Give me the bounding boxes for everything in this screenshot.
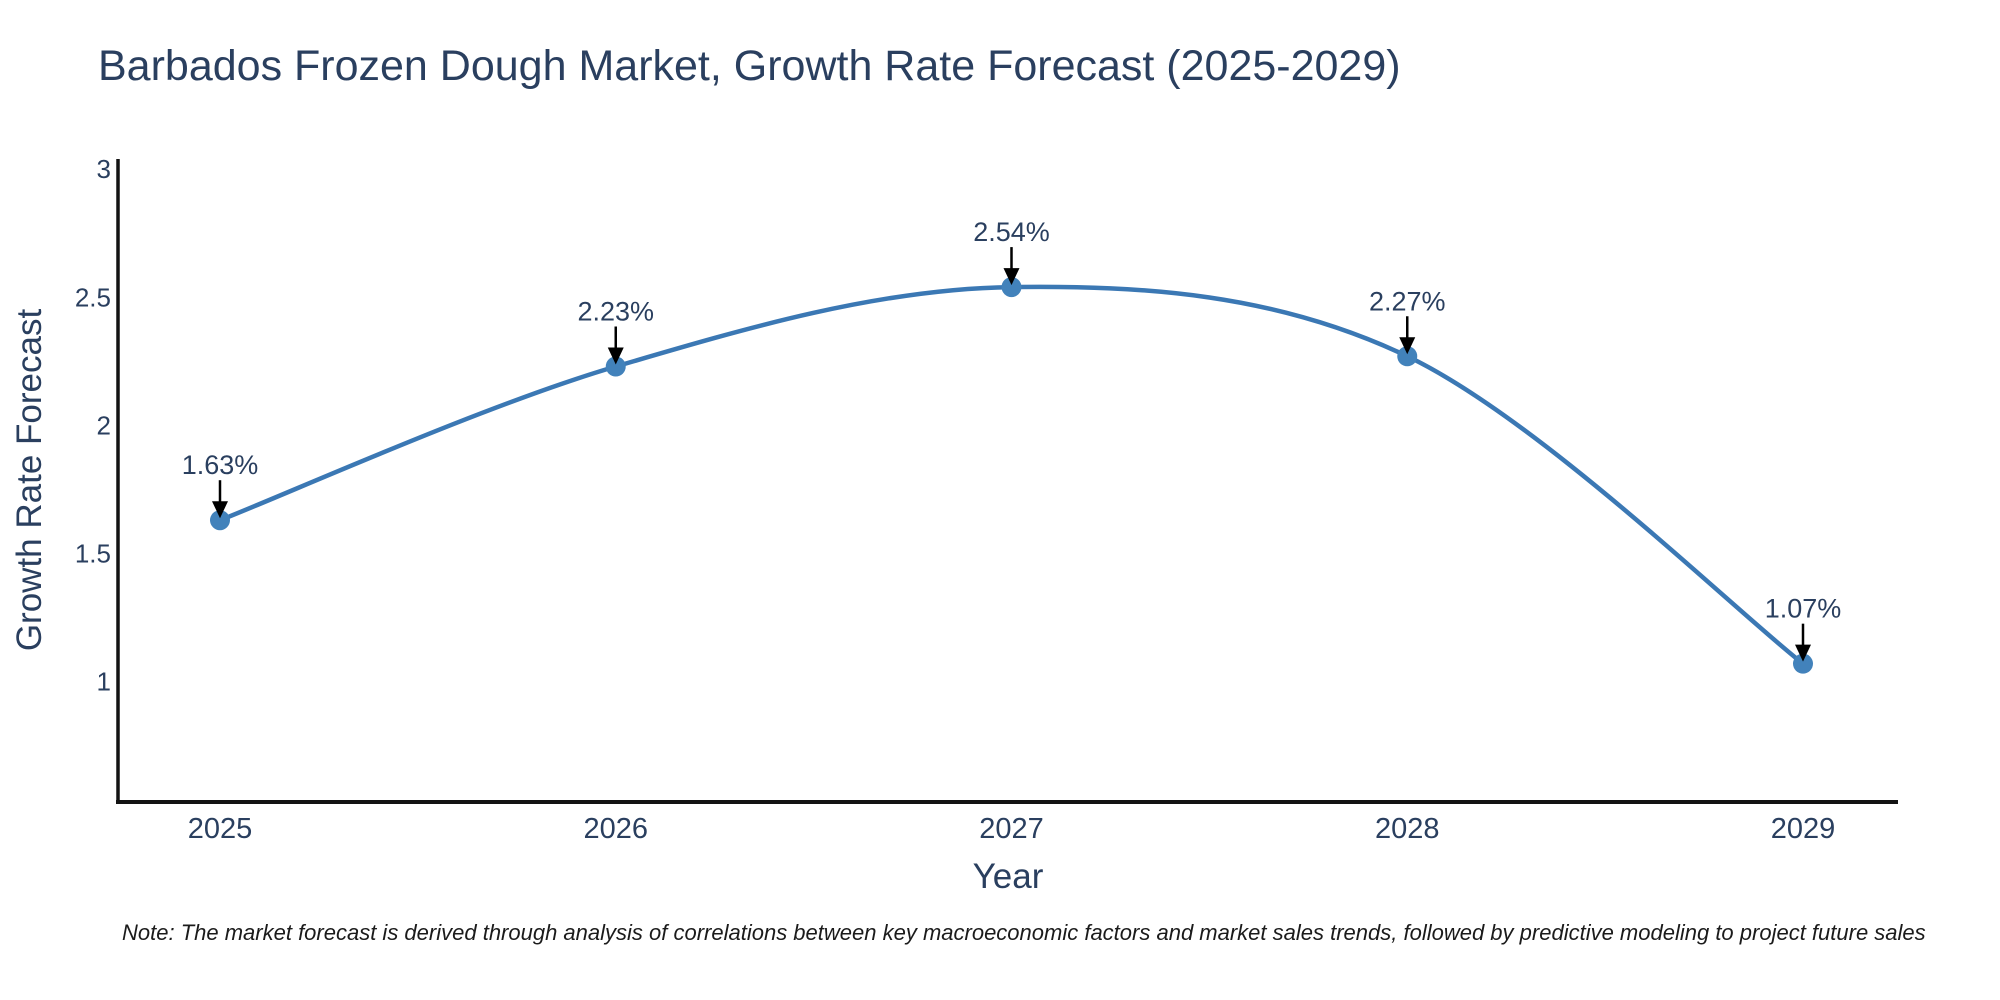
point-value-label: 2.23% — [577, 297, 654, 327]
x-tick-label: 2028 — [1375, 813, 1440, 845]
annotation-arrowhead-icon — [607, 347, 624, 365]
data-point-marker — [1001, 277, 1022, 298]
point-value-label: 1.63% — [182, 450, 259, 480]
footnote: Note: The market forecast is derived thr… — [122, 920, 1926, 945]
x-tick-label: 2029 — [1771, 813, 1836, 845]
data-point-marker — [605, 356, 626, 377]
annotation-arrowhead-icon — [1003, 268, 1020, 286]
annotation-arrowhead-icon — [212, 501, 228, 519]
y-tick-label: 2 — [97, 410, 111, 440]
annotation-arrowhead-icon — [1399, 337, 1416, 355]
x-axis-title: Year — [972, 857, 1044, 896]
point-value-label: 2.54% — [973, 217, 1050, 247]
data-point-marker — [210, 510, 230, 531]
data-point-marker — [1397, 346, 1418, 367]
forecast-line — [219, 284, 1805, 666]
chart-title: Barbados Frozen Dough Market, Growth Rat… — [98, 42, 1401, 90]
x-tick-label: 2025 — [188, 813, 253, 845]
y-tick-label: 1.5 — [75, 539, 111, 569]
x-tick-label: 2027 — [979, 813, 1044, 845]
y-tick-label: 2.5 — [75, 282, 111, 312]
y-tick-label: 1 — [97, 667, 111, 697]
annotation-arrowhead-icon — [1795, 644, 1811, 662]
point-value-label: 2.27% — [1369, 286, 1446, 316]
data-point-marker — [1793, 653, 1813, 674]
y-tick-label: 3 — [97, 154, 111, 184]
x-tick-label: 2026 — [583, 813, 648, 845]
point-value-label: 1.07% — [1765, 594, 1842, 624]
